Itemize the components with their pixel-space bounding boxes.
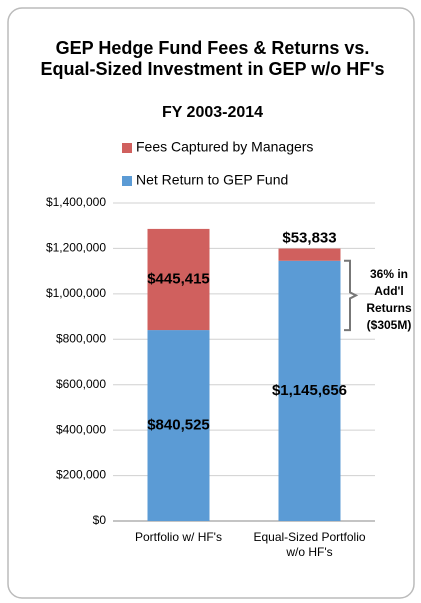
y-tick-label: $1,000,000 xyxy=(46,286,106,300)
y-tick-label: $1,400,000 xyxy=(46,195,106,209)
y-tick-label: $1,200,000 xyxy=(46,241,106,255)
legend-swatch xyxy=(122,176,132,186)
chart-subtitle: FY 2003-2014 xyxy=(161,104,264,121)
bar-segment xyxy=(147,330,210,521)
x-tick-label: Equal-Sized Portfolio w/o HF's xyxy=(253,530,366,559)
data-label: $445,415 xyxy=(147,270,210,287)
data-label: $1,145,656 xyxy=(272,382,347,399)
bar-segment xyxy=(278,260,341,521)
legend-label: Net Return to GEP Fund xyxy=(136,172,288,188)
bar-segment xyxy=(147,228,210,331)
y-tick-label: $200,000 xyxy=(56,468,106,482)
y-tick-label: $800,000 xyxy=(56,331,106,345)
y-tick-label: $600,000 xyxy=(56,377,106,391)
x-tick-label: Portfolio w/ HF's xyxy=(135,530,222,544)
chart-title: GEP Hedge Fund Fees & Returns vs. Equal-… xyxy=(40,38,385,79)
y-tick-label: $0 xyxy=(93,513,107,527)
bar-segment xyxy=(278,248,341,261)
data-label: $840,525 xyxy=(147,417,210,434)
data-label: $53,833 xyxy=(282,230,336,247)
legend-label: Fees Captured by Managers xyxy=(136,139,313,155)
legend-swatch xyxy=(122,143,132,153)
y-tick-label: $400,000 xyxy=(56,422,106,436)
bracket xyxy=(344,259,359,332)
annotation: 36% in Add'l Returns ($305M) xyxy=(366,267,412,332)
frame xyxy=(7,7,415,599)
